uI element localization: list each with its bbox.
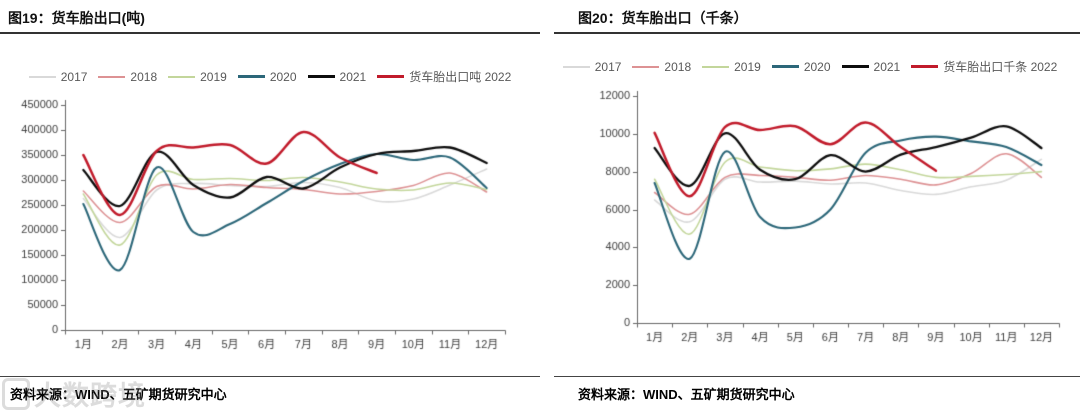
legend-label: 2021: [873, 59, 901, 74]
legend-item: 2021: [841, 59, 901, 74]
legend-label: 2020: [269, 69, 297, 84]
footer-rule: [554, 376, 1080, 377]
legend-swatch-icon: [28, 75, 56, 78]
legend-item: 货车胎出口吨 2022: [377, 68, 511, 85]
legend-label: 2018: [130, 69, 158, 84]
source-note: 资料来源：WIND、五矿期货研究中心: [10, 387, 227, 402]
legend-swatch-icon: [98, 75, 126, 78]
legend: 2017 2018 2019 2020 2021 货车胎出口吨 2022: [0, 68, 540, 85]
header-rule: [554, 32, 1080, 34]
legend-item: 货车胎出口千条 2022: [911, 58, 1057, 75]
legend-label: 货车胎出口千条 2022: [943, 60, 1058, 74]
legend-item: 2021: [307, 69, 367, 84]
legend-label: 货车胎出口吨 2022: [409, 70, 512, 84]
legend-swatch-icon: [911, 65, 939, 68]
header-rule: [0, 32, 540, 34]
panel-figure-19: 图19：货车胎出口(吨) 2017 2018 2019 2020 2021 货车胎出口吨 …: [0, 10, 540, 402]
legend-item: 2017: [562, 59, 622, 74]
legend-swatch-icon: [702, 65, 730, 68]
legend-swatch-icon: [632, 65, 660, 68]
legend-label: 2020: [803, 59, 831, 74]
legend-swatch-icon: [307, 75, 335, 78]
legend-label: 2017: [594, 59, 622, 74]
legend-swatch-icon: [562, 65, 590, 68]
legend-label: 2019: [734, 59, 761, 74]
chart-title: 图19：货车胎出口(吨): [8, 10, 145, 26]
legend-swatch-icon: [168, 75, 196, 78]
footer-rule: [0, 376, 540, 377]
legend-swatch-icon: [237, 75, 265, 78]
legend-label: 2021: [339, 69, 367, 84]
legend-item: 2019: [702, 60, 761, 74]
legend-swatch-icon: [841, 65, 869, 68]
legend-item: 2020: [771, 59, 831, 74]
legend-item: 2020: [237, 69, 297, 84]
legend-item: 2017: [28, 69, 88, 84]
legend-item: 2018: [98, 70, 157, 84]
legend-item: 2018: [632, 60, 691, 74]
chart-title: 图20：货车胎出口（千条）: [578, 10, 748, 26]
legend: 2017 2018 2019 2020 2021 货车胎出口千条 2022: [540, 58, 1080, 75]
line-chart-truck-tire-exports-tons: [0, 90, 540, 370]
legend-item: 2019: [168, 70, 227, 84]
panel-figure-20: 图20：货车胎出口（千条） 2017 2018 2019 2020 2021 货车胎出口千…: [540, 0, 1080, 419]
legend-swatch-icon: [377, 75, 405, 78]
line-chart-truck-tire-exports-kunits: [540, 90, 1080, 370]
source-note: 资料来源：WIND、五矿期货研究中心: [578, 387, 795, 402]
legend-swatch-icon: [771, 65, 799, 68]
legend-label: 2017: [60, 69, 88, 84]
legend-label: 2019: [200, 69, 227, 84]
legend-label: 2018: [664, 59, 692, 74]
